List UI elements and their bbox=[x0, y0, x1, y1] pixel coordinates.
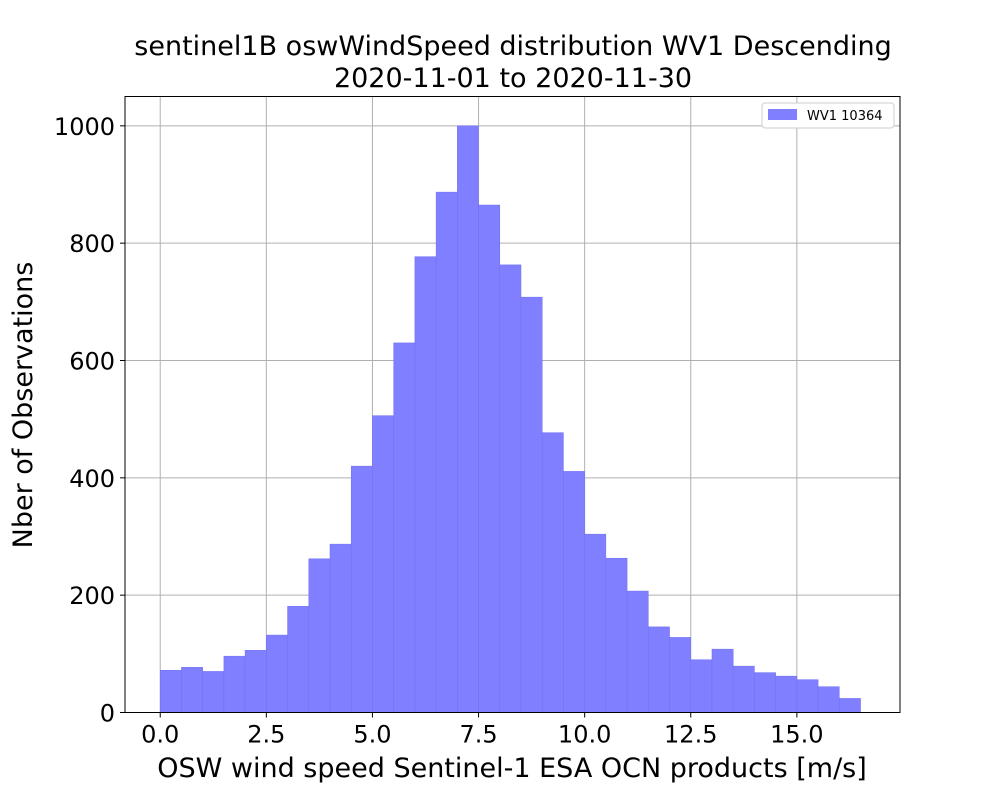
chart-subtitle: 2020-11-01 to 2020-11-30 bbox=[334, 63, 692, 94]
x-tick-label: 2.5 bbox=[247, 721, 285, 749]
histogram-bar bbox=[732, 665, 755, 713]
y-tick-label: 400 bbox=[69, 465, 115, 493]
histogram-bar bbox=[435, 191, 458, 713]
y-axis-ticks: 0 200 400 600 800 1000 bbox=[54, 113, 125, 728]
histogram-bar bbox=[584, 533, 607, 713]
legend-swatch bbox=[768, 109, 797, 120]
histogram-bar bbox=[775, 675, 798, 713]
x-tick-label: 5.0 bbox=[353, 721, 391, 749]
histogram-bar bbox=[499, 264, 522, 713]
histogram-bar bbox=[159, 670, 182, 713]
histogram-bar bbox=[626, 590, 649, 713]
histogram-bar bbox=[796, 679, 819, 713]
histogram-bar bbox=[244, 650, 267, 713]
histogram-bar bbox=[605, 557, 628, 713]
y-tick-label: 1000 bbox=[54, 113, 115, 141]
legend-entry-label: WV1 10364 bbox=[807, 109, 883, 124]
histogram-bar bbox=[181, 667, 203, 713]
histogram-bar bbox=[287, 606, 310, 713]
histogram-bar bbox=[223, 655, 246, 713]
histogram-bar bbox=[350, 465, 373, 713]
histogram-bar bbox=[754, 672, 776, 713]
histogram-bar bbox=[457, 125, 479, 713]
histogram-bar bbox=[266, 634, 288, 713]
histogram-bar bbox=[308, 558, 331, 713]
x-tick-label: 0.0 bbox=[141, 721, 179, 749]
x-tick-label: 7.5 bbox=[459, 721, 497, 749]
histogram-bar bbox=[711, 648, 734, 713]
histogram-bars bbox=[159, 125, 861, 713]
histogram-bar bbox=[669, 637, 692, 713]
legend: WV1 10364 bbox=[761, 102, 895, 129]
y-tick-label: 200 bbox=[69, 582, 115, 610]
histogram-bar bbox=[478, 204, 501, 713]
plot-frame bbox=[124, 96, 901, 713]
histogram-bar bbox=[202, 671, 225, 713]
histogram-bar bbox=[541, 432, 564, 713]
x-tick-label: 10.0 bbox=[558, 721, 611, 749]
y-axis-label: Nber of Observations bbox=[8, 262, 39, 549]
histogram-bar bbox=[520, 296, 543, 713]
histogram-bar bbox=[329, 543, 352, 713]
histogram-bar bbox=[563, 471, 585, 713]
histogram-bar bbox=[690, 659, 713, 713]
histogram-bar bbox=[839, 698, 861, 713]
histogram-bar bbox=[393, 342, 416, 713]
x-axis-label: OSW wind speed Sentinel-1 ESA OCN produc… bbox=[157, 753, 867, 784]
x-tick-label: 12.5 bbox=[664, 721, 717, 749]
x-tick-label: 15.0 bbox=[770, 721, 823, 749]
y-tick-label: 800 bbox=[69, 230, 115, 258]
histogram-bar bbox=[817, 686, 840, 713]
y-tick-label: 0 bbox=[100, 700, 115, 728]
histogram-bar bbox=[372, 415, 394, 713]
y-tick-label: 600 bbox=[69, 348, 115, 376]
histogram-bar bbox=[414, 256, 437, 713]
x-axis-ticks: 0.0 2.5 5.0 7.5 10.0 12.5 15.0 bbox=[141, 712, 824, 749]
chart-title: sentinel1B oswWindSpeed distribution WV1… bbox=[134, 31, 891, 62]
histogram-bar bbox=[648, 626, 670, 713]
